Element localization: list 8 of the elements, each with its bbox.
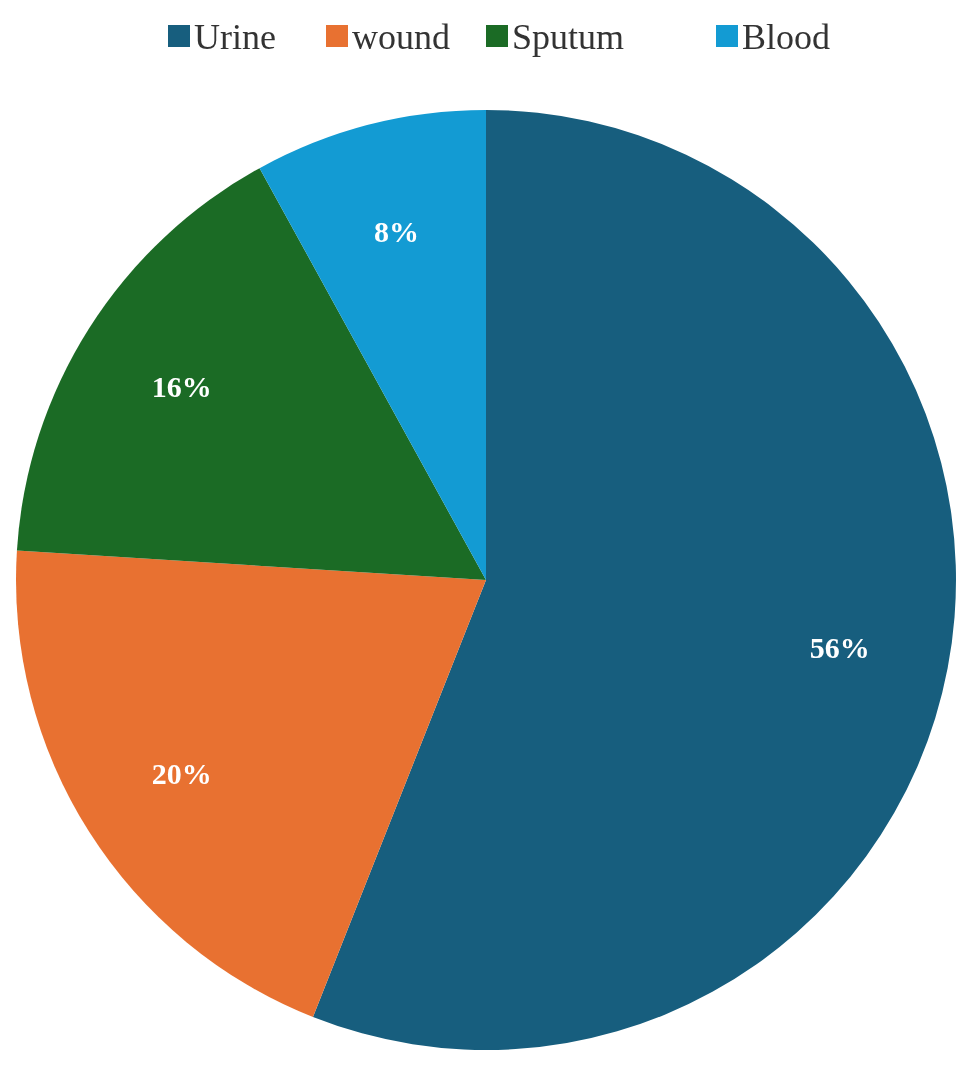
legend-label: wound [352,16,450,57]
data-label: 20% [151,756,212,790]
data-label: 16% [151,370,212,404]
legend-label: Blood [742,16,831,57]
data-label: 8% [373,214,419,248]
legend-label: Urine [194,16,276,57]
legend-label: Sputum [512,16,625,57]
data-label: 56% [809,631,870,664]
